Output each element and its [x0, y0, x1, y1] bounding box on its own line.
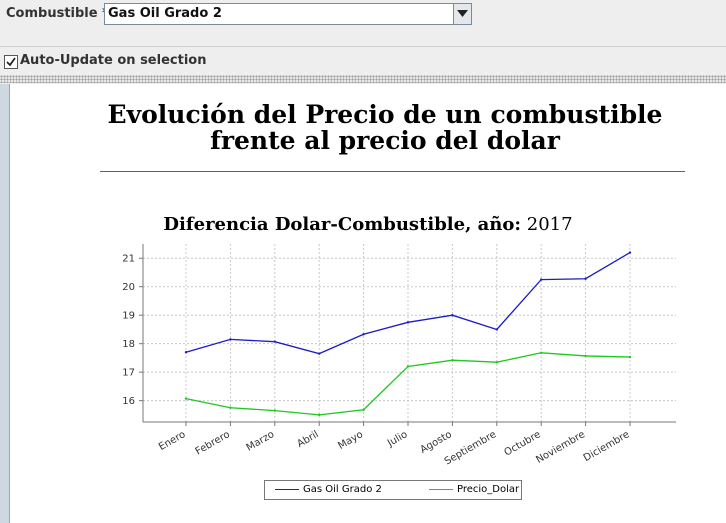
- y-tick-label: 16: [122, 396, 135, 407]
- chart-title-prefix: Diferencia Dolar-Combustible, año:: [163, 214, 522, 235]
- data-point: [184, 397, 188, 400]
- data-point: [540, 278, 543, 281]
- data-point: [406, 365, 410, 368]
- data-point: [273, 409, 276, 412]
- y-tick-label: 19: [122, 311, 135, 322]
- x-tick-label: Agosto: [418, 429, 453, 456]
- data-point: [495, 360, 498, 364]
- title-divider: [100, 171, 685, 172]
- dropdown-button[interactable]: [453, 4, 471, 24]
- data-point: [362, 408, 365, 411]
- x-tick-label: Abril: [295, 429, 320, 450]
- data-point: [540, 351, 543, 354]
- auto-update-label: Auto-Update on selection: [20, 53, 207, 68]
- x-tick-label: Enero: [157, 429, 187, 453]
- data-point: [451, 314, 454, 317]
- chevron-down-icon: [457, 10, 468, 17]
- auto-update-checkbox[interactable]: [4, 55, 18, 69]
- page-title: Evolución del Precio de un combustible f…: [107, 100, 663, 155]
- x-tick-label: Marzo: [245, 429, 277, 454]
- data-point: [584, 354, 587, 358]
- combustible-select[interactable]: Gas Oil Grado 2: [104, 3, 472, 25]
- y-tick-label: 21: [122, 254, 135, 265]
- x-tick-label: Mayo: [336, 429, 365, 452]
- combustible-select-value: Gas Oil Grado 2: [108, 6, 222, 21]
- x-tick-label: Febrero: [194, 429, 232, 457]
- chart-title: Diferencia Dolar-Combustible, año: 2017: [10, 214, 726, 235]
- chart-title-year: 2017: [526, 214, 573, 235]
- y-tick-label: 18: [122, 339, 135, 350]
- data-point: [362, 333, 365, 336]
- y-tick-label: 17: [122, 368, 135, 379]
- data-point: [273, 340, 276, 343]
- data-point: [584, 277, 587, 280]
- chart-legend: Gas Oil Grado 2 Precio_Dolar: [264, 480, 522, 500]
- x-tick-label: Julio: [385, 429, 410, 450]
- data-point: [318, 413, 321, 417]
- data-point: [184, 351, 188, 354]
- legend-swatch-dolar: [429, 488, 453, 490]
- data-point: [229, 406, 232, 409]
- data-point: [628, 355, 632, 359]
- combustible-label: Combustible *: [6, 6, 109, 21]
- divider: [0, 46, 726, 47]
- x-tick-label: Noviembre: [534, 429, 587, 466]
- legend-label-gasoil: Gas Oil Grado 2: [303, 484, 382, 495]
- checkmark-icon: [6, 57, 16, 67]
- legend-item-gasoil: Gas Oil Grado 2: [275, 484, 382, 495]
- y-tick-label: 20: [122, 282, 135, 293]
- data-point: [495, 328, 498, 331]
- line-chart: 16 17 18 19 20 21 Enero Febrero Marzo Abril Mayo Ju…: [122, 244, 676, 468]
- legend-label-dolar: Precio_Dolar: [457, 484, 520, 495]
- data-point: [628, 251, 632, 254]
- x-tick-label: Diciembre: [582, 429, 632, 464]
- chart-panel: Evolución del Precio de un combustible f…: [10, 84, 726, 523]
- data-point: [318, 352, 321, 355]
- data-point: [406, 321, 410, 324]
- top-toolbar: Combustible * Gas Oil Grado 2: [0, 0, 726, 48]
- left-gutter: [0, 84, 10, 523]
- auto-update-row: Auto-Update on selection: [0, 50, 726, 74]
- legend-swatch-gasoil: [275, 488, 299, 490]
- series-line-gasoil: [185, 251, 631, 355]
- data-point: [451, 358, 454, 362]
- legend-item-dolar: Precio_Dolar: [429, 484, 519, 495]
- data-point: [229, 338, 232, 341]
- split-pane-divider[interactable]: [0, 75, 726, 83]
